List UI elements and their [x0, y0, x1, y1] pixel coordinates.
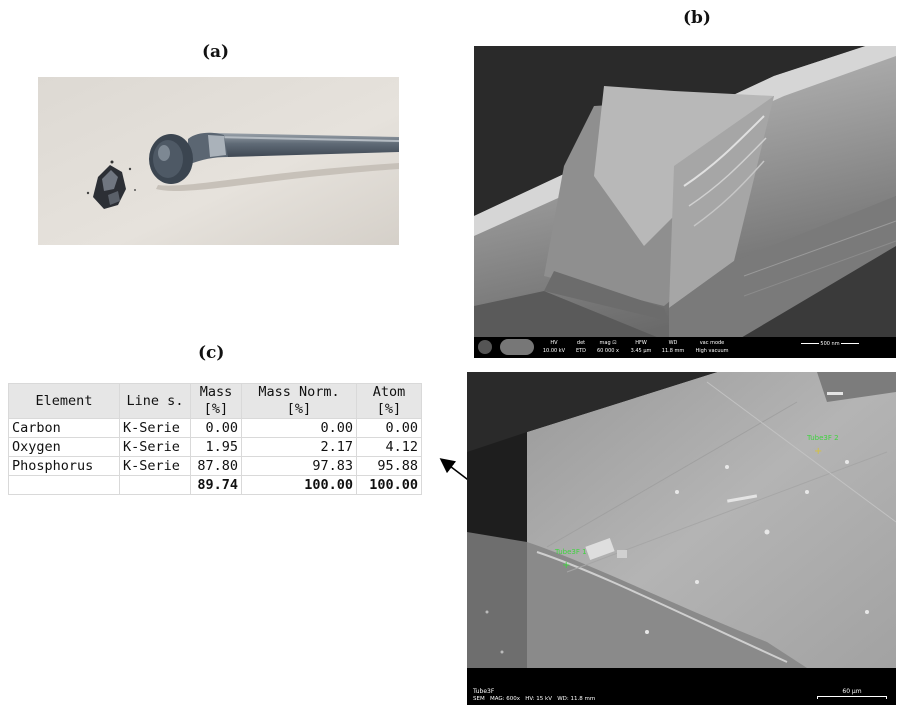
- cell-element: Phosphorus: [8, 456, 120, 476]
- header-mass-norm: Mass Norm. [%]: [241, 383, 357, 419]
- cell-mass: 87.80: [190, 456, 242, 476]
- sem-image-b: HV 10.00 kV det ETD mag ⊡ 60 000 x HFW 3…: [474, 46, 896, 358]
- sem-vac-header: vac mode: [699, 340, 725, 346]
- sem-scale-label-c: 60 µm: [842, 688, 862, 695]
- cell-mass: 1.95: [190, 437, 242, 457]
- sem-hfw-header: HFW: [635, 340, 647, 346]
- sem-logo: [478, 340, 492, 354]
- sem-institution-logo: [500, 339, 534, 355]
- eds-point-2-marker: +: [814, 446, 822, 457]
- cell-mass: 0.00: [190, 418, 242, 438]
- cell-mass-norm: 97.83: [241, 456, 357, 476]
- sem-info-bar-c: Tube3F SEM MAG: 600x HV: 15 kV WD: 11.8 …: [467, 668, 896, 705]
- total-atom: 100.00: [356, 475, 422, 495]
- cell-line: [119, 475, 191, 495]
- eds-table: Element Line s. Mass [%] Mass Norm. [%] At…: [8, 383, 422, 495]
- sem-image-c: Tube3F 1 + Tube3F 2 + Tube3F SEM MAG: 60…: [467, 372, 896, 705]
- sem-vac-value: High vacuum: [695, 348, 729, 354]
- sem-det-value: ETD: [575, 348, 587, 354]
- sem-mag-header: mag ⊡: [599, 340, 617, 346]
- header-line: Line s.: [119, 383, 191, 419]
- table-header-row: Element Line s. Mass [%] Mass Norm. [%] At…: [8, 383, 422, 419]
- cell-mass-norm: 2.17: [241, 437, 357, 457]
- cell-atom: 95.88: [356, 456, 422, 476]
- table-row: Oxygen K-Serie 1.95 2.17 4.12: [8, 437, 422, 457]
- table-row: Phosphorus K-Serie 87.80 97.83 95.88: [8, 456, 422, 476]
- cell-atom: 4.12: [356, 437, 422, 457]
- sem-scale-bar: 500 nm: [774, 340, 886, 348]
- panel-label-b: (b): [683, 8, 711, 28]
- sem-scale-label: 500 nm: [820, 341, 840, 347]
- header-atom: Atom [%]: [356, 383, 422, 419]
- eds-point-1-marker: +: [562, 560, 570, 571]
- cell-line: K-Serie: [119, 418, 191, 438]
- sem-hfw-value: 3.45 µm: [630, 348, 652, 354]
- cell-element: Carbon: [8, 418, 120, 438]
- header-mass: Mass [%]: [190, 383, 242, 419]
- panel-label-c: (c): [198, 343, 225, 363]
- cell-line: K-Serie: [119, 437, 191, 457]
- sem-sample-label: Tube3F: [473, 688, 495, 695]
- sem-info-text: SEM MAG: 600x HV: 15 kV WD: 11.8 mm: [473, 696, 596, 702]
- cell-element: Oxygen: [8, 437, 120, 457]
- header-element: Element: [8, 383, 120, 419]
- sem-info-bar-b: HV 10.00 kV det ETD mag ⊡ 60 000 x HFW 3…: [474, 337, 896, 358]
- sem-hv-header: HV: [550, 340, 558, 346]
- total-mass: 89.74: [190, 475, 242, 495]
- eds-point-2-label: Tube3F 2: [806, 434, 839, 442]
- sem-scale-bar-c: 60 µm: [817, 688, 887, 699]
- cell-mass-norm: 0.00: [241, 418, 357, 438]
- total-mass-norm: 100.00: [241, 475, 357, 495]
- cell-element: [8, 475, 120, 495]
- cell-atom: 0.00: [356, 418, 422, 438]
- sem-hv-value: 10.00 kV: [542, 348, 566, 354]
- cell-line: K-Serie: [119, 456, 191, 476]
- sem-mag-value: 60 000 x: [596, 348, 620, 354]
- table-total-row: 89.74 100.00 100.00: [8, 475, 422, 495]
- table-row: Carbon K-Serie 0.00 0.00 0.00: [8, 418, 422, 438]
- sem-wd-header: WD: [668, 340, 678, 346]
- panel-label-a: (a): [202, 42, 230, 62]
- eds-point-1-label: Tube3F 1: [554, 548, 587, 556]
- sem-wd-value: 11.8 mm: [661, 348, 685, 354]
- photo-spatula: [38, 77, 399, 245]
- sem-det-header: det: [576, 340, 586, 346]
